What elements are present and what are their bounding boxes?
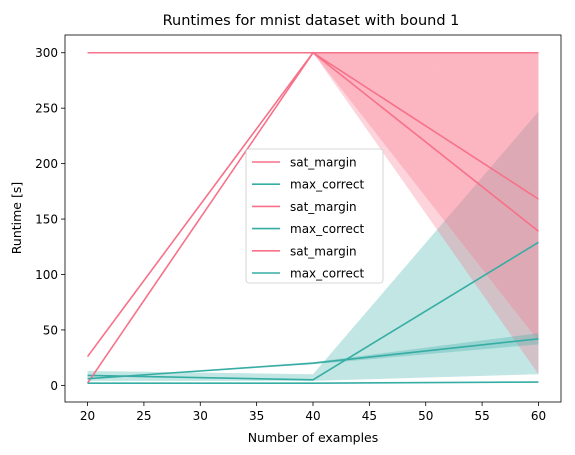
x-tick-label: 50 xyxy=(418,409,433,423)
line-max_correct-4 xyxy=(87,381,539,384)
x-tick-label: 35 xyxy=(249,409,264,423)
band-sat_margin-3 xyxy=(87,52,539,384)
y-axis-ticks: 0 50 100 150 200 250 300 xyxy=(35,46,65,393)
x-tick-label: 40 xyxy=(305,409,320,423)
x-tick-label: 20 xyxy=(80,409,95,423)
x-tick-label: 45 xyxy=(362,409,377,423)
band-sat_margin-1 xyxy=(87,52,539,87)
legend-label: max_correct xyxy=(290,178,364,192)
y-tick-label: 250 xyxy=(35,102,58,116)
x-tick-label: 25 xyxy=(136,409,151,423)
legend-label: max_correct xyxy=(290,222,364,236)
x-tick-label: 60 xyxy=(531,409,546,423)
band-sat_margin-5 xyxy=(87,52,539,357)
y-tick-label: 50 xyxy=(43,323,58,337)
legend-label: max_correct xyxy=(290,267,364,281)
x-axis-label: Number of examples xyxy=(248,430,379,445)
confidence-bands xyxy=(87,52,539,384)
legend-label: sat_margin xyxy=(290,156,357,170)
legend-label: sat_margin xyxy=(290,200,357,214)
series-lines xyxy=(86,51,539,384)
y-tick-label: 0 xyxy=(50,379,58,393)
legend-label: sat_margin xyxy=(290,244,357,258)
x-tick-label: 55 xyxy=(474,409,489,423)
band-max_correct-2 xyxy=(87,111,539,381)
line-sat_margin-5 xyxy=(86,51,539,358)
y-tick-label: 200 xyxy=(35,157,58,171)
line-max_correct-6 xyxy=(87,338,539,380)
y-tick-label: 150 xyxy=(35,213,58,227)
y-tick-label: 100 xyxy=(35,268,58,282)
y-axis-label: Runtime [s] xyxy=(9,182,24,254)
chart-title: Runtimes for mnist dataset with bound 1 xyxy=(163,13,460,29)
legend: sat_margin max_correct sat_margin max_corre… xyxy=(245,148,384,284)
x-tick-label: 30 xyxy=(193,409,208,423)
y-tick-label: 300 xyxy=(35,46,58,60)
x-axis-ticks: 20 25 30 35 40 45 50 55 60 xyxy=(80,402,546,423)
line-max_correct-2 xyxy=(87,241,539,381)
legend-box xyxy=(245,148,384,284)
